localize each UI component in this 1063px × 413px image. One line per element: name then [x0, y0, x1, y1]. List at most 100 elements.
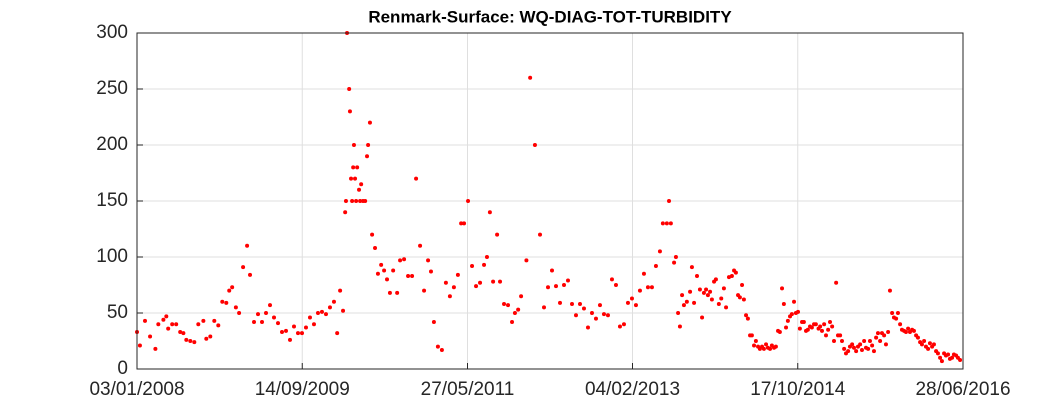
data-point: [667, 199, 672, 203]
data-point: [295, 331, 300, 336]
x-tick-label: 14/09/2009: [255, 379, 350, 400]
data-point: [621, 322, 626, 327]
data-point: [395, 290, 400, 295]
data-point: [846, 349, 851, 354]
data-point: [303, 325, 308, 330]
data-point: [737, 295, 742, 300]
data-point: [677, 324, 682, 329]
data-point: [721, 286, 726, 291]
data-point: [708, 289, 713, 294]
data-point: [842, 346, 847, 351]
data-point: [813, 322, 818, 327]
x-tick-label: 27/05/2011: [421, 379, 515, 400]
data-point: [353, 176, 358, 181]
data-point: [299, 331, 304, 336]
data-point: [801, 319, 806, 324]
data-point: [363, 199, 368, 203]
data-point: [174, 322, 179, 327]
y-tick-label: 50: [107, 302, 128, 323]
data-point: [809, 325, 814, 330]
data-point: [777, 330, 782, 335]
data-point: [684, 299, 689, 304]
data-point: [482, 262, 487, 267]
data-point: [367, 120, 372, 125]
data-point: [351, 143, 356, 147]
data-point: [358, 199, 363, 203]
data-point: [797, 326, 802, 331]
data-point: [938, 355, 943, 360]
data-point: [906, 326, 911, 331]
data-point: [311, 322, 316, 327]
data-point: [826, 327, 831, 332]
data-point: [573, 313, 578, 318]
data-point: [704, 287, 709, 292]
data-point: [882, 333, 887, 338]
data-point: [315, 311, 320, 315]
data-point: [245, 243, 250, 248]
data-point: [398, 258, 403, 263]
data-point: [713, 277, 718, 282]
data-point: [664, 221, 669, 226]
data-point: [233, 305, 238, 310]
data-point: [689, 265, 694, 270]
data-point: [903, 330, 908, 335]
data-point: [406, 274, 411, 279]
data-point: [227, 288, 232, 293]
data-point: [455, 272, 460, 277]
data-point: [546, 285, 551, 290]
data-point: [216, 323, 221, 328]
data-point: [862, 339, 867, 343]
data-point: [264, 311, 269, 315]
data-point: [705, 293, 710, 298]
data-point: [331, 299, 336, 304]
data-point: [733, 270, 738, 275]
data-point: [506, 303, 511, 308]
data-point: [230, 285, 235, 290]
data-point: [351, 165, 356, 170]
data-point: [700, 315, 705, 320]
data-point: [491, 279, 496, 284]
data-point: [645, 285, 650, 290]
data-point: [462, 221, 467, 226]
data-point: [338, 288, 343, 293]
data-point: [858, 342, 863, 347]
data-point: [741, 297, 746, 302]
data-point: [830, 324, 835, 329]
data-point: [581, 306, 586, 311]
data-point: [323, 312, 328, 317]
data-point: [498, 279, 503, 284]
data-point: [773, 344, 778, 349]
data-point: [625, 300, 630, 305]
data-point: [854, 349, 859, 354]
data-point: [867, 339, 872, 343]
data-point: [166, 326, 171, 331]
data-point: [850, 342, 855, 347]
data-point: [709, 297, 714, 302]
data-point: [781, 302, 786, 307]
data-point: [382, 268, 387, 273]
y-tick-label: 300: [96, 22, 128, 43]
data-point: [745, 316, 750, 321]
data-point: [385, 277, 390, 282]
x-tick-label: 17/10/2014: [750, 379, 846, 400]
data-point: [354, 199, 359, 203]
data-point: [894, 316, 899, 321]
data-point: [871, 349, 876, 354]
data-point: [431, 319, 436, 324]
data-point: [466, 199, 471, 203]
data-point: [752, 343, 757, 348]
data-point: [478, 280, 483, 285]
data-point: [561, 283, 566, 287]
data-point: [196, 322, 201, 327]
data-point: [724, 305, 729, 310]
data-point: [347, 87, 352, 91]
data-point: [764, 342, 769, 347]
data-point: [414, 176, 419, 181]
data-point: [668, 221, 673, 226]
data-point: [633, 303, 638, 308]
data-point: [676, 311, 681, 315]
data-point: [577, 302, 582, 307]
data-point: [366, 143, 371, 147]
data-point: [418, 243, 423, 248]
data-point: [834, 280, 839, 285]
